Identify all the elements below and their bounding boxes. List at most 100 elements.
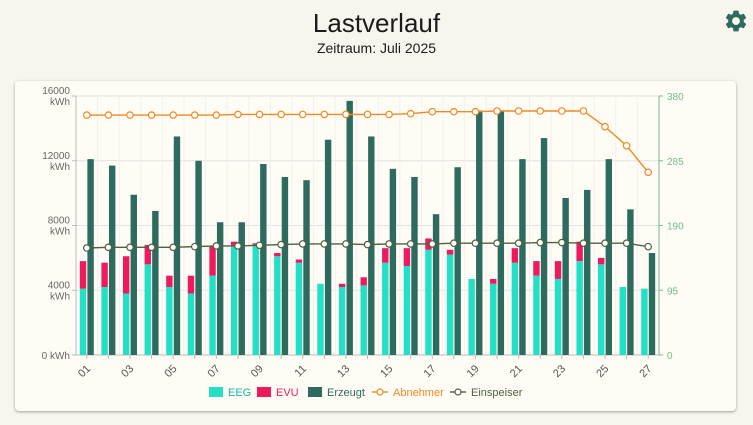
bar-erzeugt [303,180,310,355]
abnehmer-point [126,111,134,119]
bar-erzeugt [497,110,505,355]
einspeiser-point [342,240,350,248]
bar-eeg [425,249,432,355]
bar-evu [79,261,87,289]
bar-evu [403,248,411,266]
abnehmer-point [255,110,264,119]
bar-eeg [619,287,627,355]
bar-erzeugt [346,100,353,355]
einspeiser-point [212,242,221,250]
abnehmer-point [558,107,566,115]
x-tick-label: 01 [76,363,93,380]
bar-evu [122,256,130,294]
abnehmer-point [234,110,242,119]
bar-evu [533,261,540,276]
abnehmer-point [406,109,415,118]
einspeiser-point [514,239,523,248]
bar-eeg [468,278,475,355]
legend-swatch-evu [257,387,271,397]
bar-eeg [598,264,605,355]
abnehmer-point [493,107,501,115]
x-tick-label: 27 [637,363,654,380]
bar-eeg [511,262,519,355]
left-tick-label: 8000 [48,216,71,227]
bar-eeg [576,261,583,355]
x-tick-label: 19 [465,363,482,380]
x-tick-label: 07 [206,363,223,380]
einspeiser-point [298,240,307,248]
left-tick-label: 16000 [42,86,70,97]
einspeiser-point [255,241,264,250]
legend-label-evu: EVU [276,387,299,399]
x-tick-label: 25 [594,363,611,380]
bar-evu [554,261,562,279]
legend-label-abnehmer: Abnehmer [393,387,444,399]
right-tick-label: 0 [667,351,673,362]
bar-erzeugt [605,159,613,355]
bar-eeg [554,278,562,355]
einspeiser-point [493,239,501,248]
abnehmer-point [277,110,285,119]
legend-label-erzeugt: Erzeugt [327,387,365,399]
bar-evu [101,262,108,288]
left-tick-unit: kWh [50,97,70,108]
abnehmer-point [320,110,329,119]
left-tick-unit: kWh [50,227,70,238]
bar-evu [576,241,583,262]
bar-erzeugt [368,136,375,355]
left-tick-label: 4000 [48,280,71,291]
x-tick-label: 17 [421,363,438,380]
bar-erzeugt [411,176,418,355]
bar-erzeugt [540,138,548,355]
x-tick-label: 09 [249,363,266,380]
bar-evu [209,246,216,276]
abnehmer-point [363,110,372,119]
bar-evu [511,248,519,263]
left-tick-unit: kWh [50,162,70,173]
bar-eeg [230,246,238,355]
bar-eeg [122,293,130,355]
einspeiser-point [363,240,372,249]
bar-eeg [209,275,216,355]
bar-evu [295,259,303,263]
bar-eeg [187,293,195,355]
bar-eeg [101,287,108,355]
bar-eeg [382,262,389,355]
x-tick-label: 21 [508,363,525,380]
bar-erzeugt [454,167,461,355]
bar-erzeugt [519,159,526,355]
einspeiser-point [169,243,177,252]
settings-button[interactable] [723,8,749,34]
einspeiser-point [82,244,91,252]
abnehmer-point [298,110,307,119]
abnehmer-point [190,111,199,119]
legend-marker-abnehmer [376,388,384,396]
bar-erzeugt [238,222,245,355]
einspeiser-point [450,239,458,248]
abnehmer-point [428,107,437,116]
page-subtitle: Zeitraum: Juli 2025 [316,40,437,56]
einspeiser-point [471,239,480,248]
abnehmer-point [450,107,458,116]
bar-eeg [338,287,346,355]
einspeiser-point [320,240,329,248]
left-tick-unit: kWh [50,291,70,302]
bar-erzeugt [476,110,483,355]
einspeiser-point [385,240,393,248]
abnehmer-point [622,141,631,150]
legend: EEG EVU Erzeugt Abnehmer Einspeiser [209,387,523,399]
bar-erzeugt [389,168,397,355]
bar-evu [382,248,389,263]
abnehmer-point [471,107,480,116]
einspeiser-point [644,242,653,251]
einspeiser-point [147,243,156,252]
bar-evu [166,275,173,288]
einspeiser-point [558,238,566,247]
einspeiser-point [126,243,134,252]
bar-evu [144,244,151,265]
left-tick-label: 12000 [42,151,70,162]
legend-label-eeg: EEG [228,387,251,399]
abnehmer-point [82,111,91,119]
bar-eeg [317,283,324,355]
